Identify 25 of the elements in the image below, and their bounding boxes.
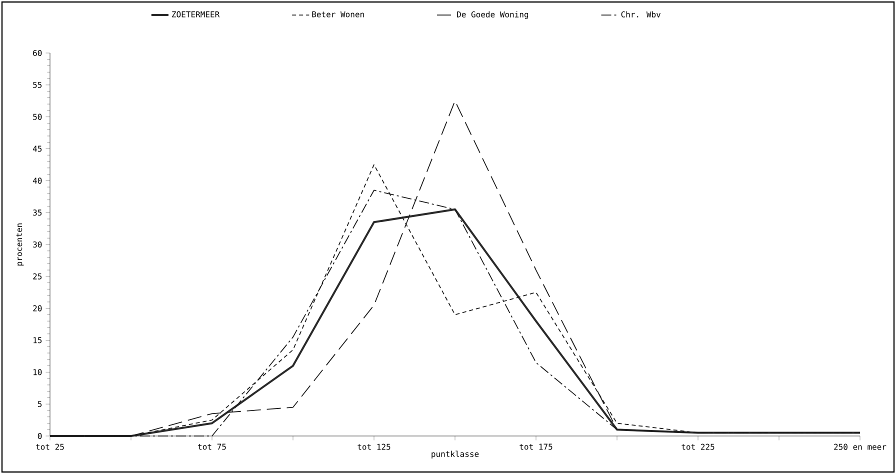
x-tick-label: tot 25 [36, 444, 64, 450]
y-tick-label: 55 [33, 82, 42, 88]
legend-label: ZOETERMEER [172, 11, 220, 18]
x-tick-label: tot 75 [198, 444, 226, 450]
y-tick-label: 5 [38, 401, 42, 408]
y-tick-label: 15 [34, 337, 42, 344]
legend-label: Beter Wonen [312, 11, 364, 18]
y-tick-label: 45 [32, 146, 42, 152]
y-tick-label: 20 [33, 305, 42, 312]
y-axis-title: procenten [16, 224, 24, 266]
legend-label: De Goede Woning [457, 11, 528, 20]
legend-label: Chr. Wbv [621, 11, 661, 18]
x-tick-label: tot 175 [520, 444, 552, 450]
y-tick-label: 50 [33, 114, 42, 120]
y-tick-label: 25 [33, 273, 42, 280]
y-tick-label: 10 [34, 369, 42, 376]
y-tick-label: 40 [32, 178, 42, 184]
x-axis-title: puntklasse [432, 450, 479, 458]
y-tick-label: 0 [38, 432, 42, 440]
x-tick-label: tot 225 [682, 444, 714, 450]
x-tick-label: 250 en meer [834, 444, 886, 450]
y-tick-label: 60 [33, 50, 42, 56]
x-tick-label: tot 125 [358, 444, 390, 450]
y-tick-label: 35 [33, 210, 42, 216]
y-tick-label: 30 [33, 241, 42, 248]
